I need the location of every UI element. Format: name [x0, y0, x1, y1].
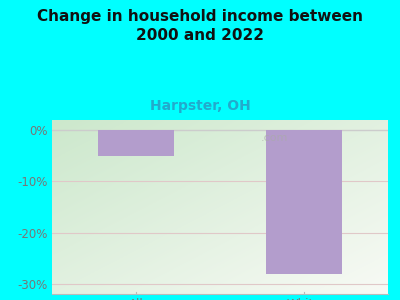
Text: Change in household income between
2000 and 2022: Change in household income between 2000 …: [37, 9, 363, 43]
Text: .com: .com: [260, 133, 288, 143]
Text: Harpster, OH: Harpster, OH: [150, 99, 250, 113]
Bar: [98, 130, 174, 156]
Bar: [266, 130, 342, 274]
